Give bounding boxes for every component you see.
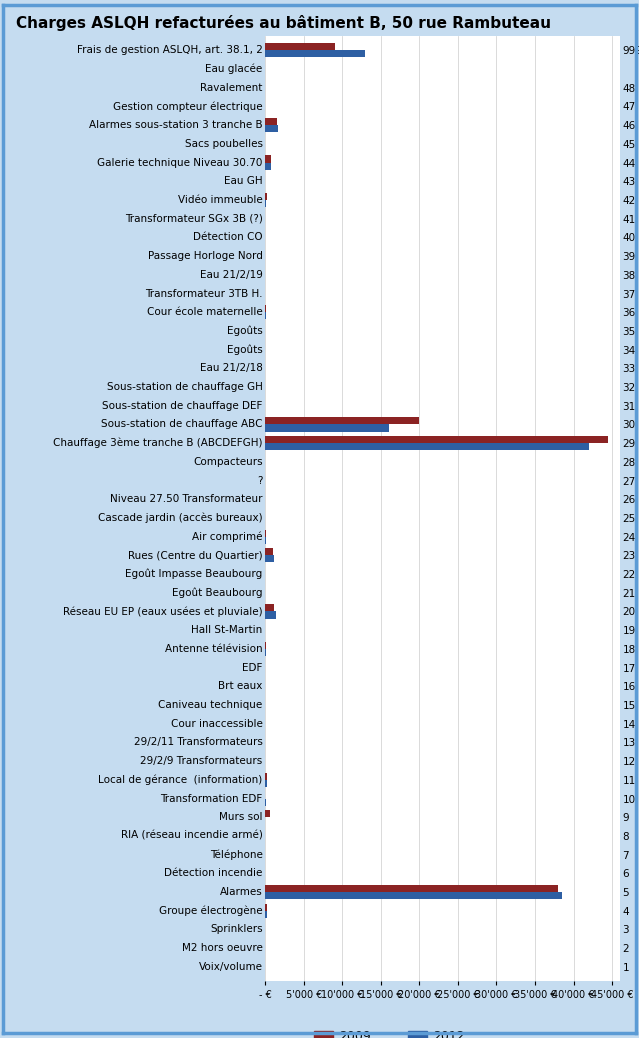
Text: Brt eaux: Brt eaux bbox=[219, 681, 263, 691]
Text: Sous-station de chauffage GH: Sous-station de chauffage GH bbox=[107, 382, 263, 392]
Text: Transformateur SGx 3B (?): Transformateur SGx 3B (?) bbox=[125, 214, 263, 224]
Bar bbox=[265, 910, 266, 918]
Text: Rues (Centre du Quartier): Rues (Centre du Quartier) bbox=[128, 550, 263, 561]
Text: Air comprimé: Air comprimé bbox=[192, 531, 263, 542]
Bar bbox=[265, 641, 266, 649]
Bar bbox=[265, 436, 608, 443]
Text: Cour inaccessible: Cour inaccessible bbox=[171, 718, 263, 729]
Bar bbox=[265, 200, 266, 208]
Text: Réseau EU EP (eaux usées et pluviale): Réseau EU EP (eaux usées et pluviale) bbox=[63, 606, 263, 617]
Text: Egoût Impasse Beaubourg: Egoût Impasse Beaubourg bbox=[125, 569, 263, 579]
Text: Murs sol: Murs sol bbox=[219, 813, 263, 822]
Bar bbox=[265, 885, 558, 892]
Bar bbox=[265, 193, 266, 200]
Text: Vidéo immeuble: Vidéo immeuble bbox=[178, 195, 263, 204]
Text: Eau GH: Eau GH bbox=[224, 176, 263, 186]
Text: Détection CO: Détection CO bbox=[193, 233, 263, 243]
Text: EDF: EDF bbox=[242, 662, 263, 673]
Text: Eau 21/2/18: Eau 21/2/18 bbox=[200, 363, 263, 374]
Bar bbox=[265, 904, 267, 910]
Bar bbox=[265, 425, 389, 432]
Text: Sous-station de chauffage ABC: Sous-station de chauffage ABC bbox=[101, 419, 263, 430]
Text: Gestion compteur électrique: Gestion compteur électrique bbox=[113, 102, 263, 112]
Bar bbox=[265, 537, 266, 544]
Text: Voix/volume: Voix/volume bbox=[199, 962, 263, 972]
Text: RIA (réseau incendie armé): RIA (réseau incendie armé) bbox=[121, 831, 263, 841]
Text: Egoût Beaubourg: Egoût Beaubourg bbox=[172, 588, 263, 598]
Bar bbox=[265, 892, 562, 899]
Bar bbox=[265, 417, 419, 425]
Bar bbox=[265, 548, 272, 555]
Text: Transformation EDF: Transformation EDF bbox=[160, 793, 263, 803]
Text: Hall St-Martin: Hall St-Martin bbox=[191, 625, 263, 635]
Bar bbox=[265, 529, 266, 537]
Bar bbox=[265, 156, 272, 163]
Bar bbox=[265, 126, 277, 132]
Text: Egoûts: Egoûts bbox=[227, 326, 263, 336]
Text: Téléphone: Téléphone bbox=[210, 849, 263, 859]
Text: Galerie technique Niveau 30.70: Galerie technique Niveau 30.70 bbox=[97, 158, 263, 167]
Text: Sprinklers: Sprinklers bbox=[210, 925, 263, 934]
Text: ?: ? bbox=[257, 475, 263, 486]
Text: Alarmes sous-station 3 tranche B: Alarmes sous-station 3 tranche B bbox=[89, 120, 263, 130]
Text: Caniveau technique: Caniveau technique bbox=[158, 700, 263, 710]
Bar bbox=[265, 810, 270, 817]
Bar bbox=[265, 51, 366, 57]
Bar bbox=[265, 649, 266, 656]
Bar bbox=[265, 604, 274, 611]
Bar bbox=[265, 780, 266, 787]
Text: 29/2/11 Transformateurs: 29/2/11 Transformateurs bbox=[134, 737, 263, 747]
Bar bbox=[265, 798, 266, 805]
Text: Ravalement: Ravalement bbox=[200, 83, 263, 92]
Bar bbox=[265, 611, 276, 619]
Text: Détection incendie: Détection incendie bbox=[164, 869, 263, 878]
Text: Eau glacée: Eau glacée bbox=[205, 63, 263, 75]
Text: Sous-station de chauffage DEF: Sous-station de chauffage DEF bbox=[102, 401, 263, 411]
Bar bbox=[265, 305, 266, 312]
Text: Cour école maternelle: Cour école maternelle bbox=[147, 307, 263, 318]
Bar bbox=[265, 118, 277, 126]
Text: Groupe électrogène: Groupe électrogène bbox=[159, 905, 263, 916]
Text: Frais de gestion ASLQH, art. 38.1, 2: Frais de gestion ASLQH, art. 38.1, 2 bbox=[77, 46, 263, 55]
Bar bbox=[265, 44, 335, 51]
Text: Niveau 27.50 Transformateur: Niveau 27.50 Transformateur bbox=[110, 494, 263, 504]
Text: Cascade jardin (accès bureaux): Cascade jardin (accès bureaux) bbox=[98, 513, 263, 523]
Bar bbox=[265, 163, 270, 169]
Text: Alarmes: Alarmes bbox=[220, 887, 263, 897]
Bar bbox=[265, 555, 273, 563]
Text: Transformateur 3TB H.: Transformateur 3TB H. bbox=[145, 289, 263, 299]
Text: Chauffage 3ème tranche B (ABCDEFGH): Chauffage 3ème tranche B (ABCDEFGH) bbox=[53, 438, 263, 448]
Text: M2 hors oeuvre: M2 hors oeuvre bbox=[181, 944, 263, 953]
Text: Local de gérance  (information): Local de gérance (information) bbox=[98, 774, 263, 785]
Text: Compacteurs: Compacteurs bbox=[193, 457, 263, 467]
Bar bbox=[265, 772, 266, 780]
Bar bbox=[265, 312, 266, 320]
Bar bbox=[265, 443, 589, 450]
Text: Eau 21/2/19: Eau 21/2/19 bbox=[200, 270, 263, 280]
Text: Passage Horloge Nord: Passage Horloge Nord bbox=[148, 251, 263, 262]
Text: Antenne télévision: Antenne télévision bbox=[165, 644, 263, 654]
Text: 29/2/9 Transformateurs: 29/2/9 Transformateurs bbox=[141, 756, 263, 766]
Legend: 2009, 2012: 2009, 2012 bbox=[309, 1025, 470, 1038]
Text: Charges ASLQH refacturées au bâtiment B, 50 rue Rambuteau: Charges ASLQH refacturées au bâtiment B,… bbox=[16, 16, 551, 31]
Text: Sacs poubelles: Sacs poubelles bbox=[185, 139, 263, 148]
Text: Egoûts: Egoûts bbox=[227, 345, 263, 355]
